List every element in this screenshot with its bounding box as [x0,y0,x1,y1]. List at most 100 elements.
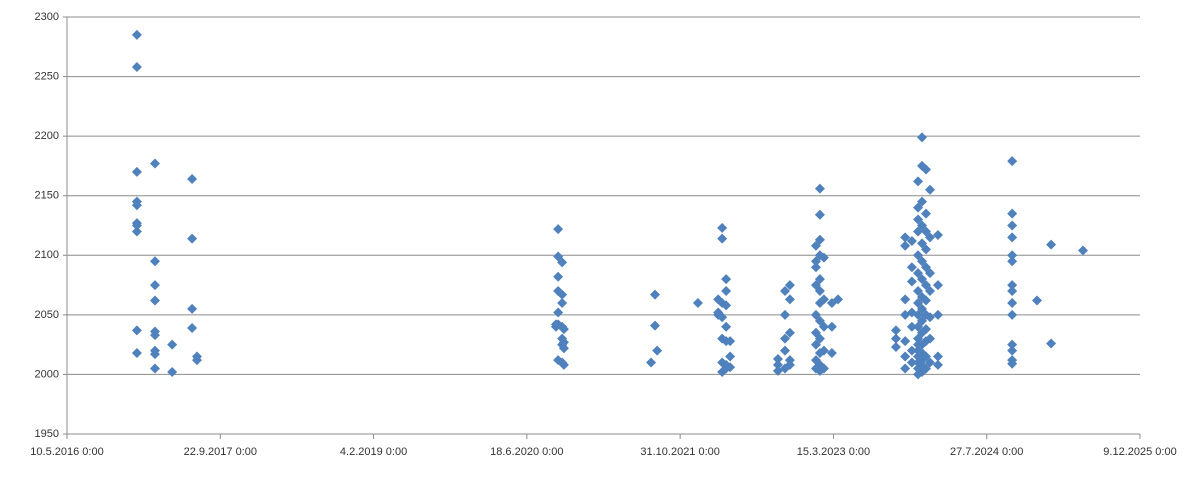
x-tick-label: 4.2.2019 0:00 [340,446,407,458]
point [1007,297,1018,308]
point [932,280,943,291]
point [725,362,736,373]
point [558,337,569,348]
point [149,295,160,306]
x-tick-label: 18.6.2020 0:00 [490,446,563,458]
point [1007,250,1018,261]
point [149,330,160,341]
point [779,309,790,320]
point [772,353,783,364]
point [558,324,569,335]
y-tick-label: 2250 [35,70,59,82]
point [779,286,790,297]
point [646,357,657,368]
point [650,320,661,331]
point [550,321,561,332]
point [131,226,142,237]
point [900,363,911,374]
point [890,342,901,353]
point [1031,295,1042,306]
point [814,183,825,194]
point [921,324,932,335]
point [921,244,932,255]
point [1007,345,1018,356]
point [924,333,935,344]
point [1046,338,1057,349]
point [900,294,911,305]
point [131,325,142,336]
point [1007,339,1018,350]
point [131,347,142,358]
point [900,240,911,251]
point [924,268,935,279]
point [814,234,825,245]
point [553,271,564,282]
y-tick-label: 2000 [35,368,59,380]
point [187,303,198,314]
point [557,289,568,300]
point [900,232,911,243]
point [149,256,160,267]
point [906,276,917,287]
point [1007,358,1018,369]
point [826,321,837,332]
point [167,339,178,350]
point [650,289,661,300]
point [818,252,829,263]
point [1007,220,1018,231]
point [906,357,917,368]
y-tick-label: 2300 [35,11,59,23]
point [784,294,795,305]
x-tick-label: 31.10.2021 0:00 [640,446,720,458]
point [814,333,825,344]
point [913,176,924,187]
point [187,233,198,244]
y-tick-label: 2100 [35,249,59,261]
point [924,357,935,368]
point [1007,208,1018,219]
point [932,359,943,370]
point [725,351,736,362]
point [810,262,821,273]
point [187,322,198,333]
point [784,280,795,291]
point [932,230,943,241]
point [721,300,732,311]
point [717,233,728,244]
x-tick-label: 9.12.2025 0:00 [1103,446,1176,458]
point [557,257,568,268]
point [921,164,932,175]
point [900,336,911,347]
point [779,333,790,344]
point [921,208,932,219]
point [890,325,901,336]
point [814,286,825,297]
point [149,349,160,360]
point [779,345,790,356]
point [906,345,917,356]
point [826,347,837,358]
point [924,232,935,243]
point [932,351,943,362]
point [131,200,142,211]
point [652,345,663,356]
point [818,294,829,305]
point [1007,280,1018,291]
point [818,321,829,332]
point [149,280,160,291]
point [818,345,829,356]
point [772,359,783,370]
point [924,184,935,195]
y-tick-label: 1950 [35,428,59,440]
point [921,295,932,306]
point [906,262,917,273]
point [1007,156,1018,167]
point [558,343,569,354]
point [553,307,564,318]
point [1007,232,1018,243]
point [814,209,825,220]
x-tick-label: 27.7.2024 0:00 [950,446,1023,458]
point [721,286,732,297]
point [917,132,928,143]
